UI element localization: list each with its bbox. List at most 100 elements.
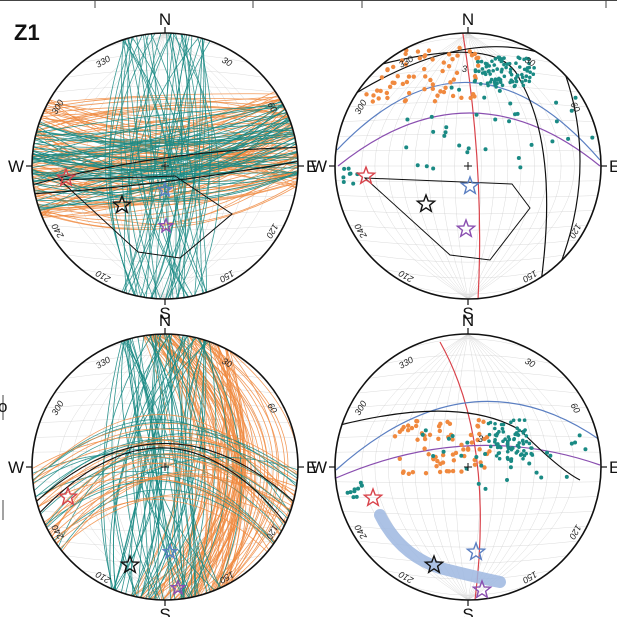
teal-pole [457,143,462,148]
orange-pole [459,95,464,100]
blue-great-circle [336,81,601,161]
teal-great-circle [169,334,185,599]
grid-parallel [348,101,588,108]
teal-pole [494,454,499,458]
teal-pole [512,436,517,441]
teal-great-circle [165,38,207,299]
teal-great-circle [132,334,162,600]
orange-great-circle [174,334,221,600]
orange-pole [404,79,410,85]
teal-pole [522,418,527,423]
teal-pole [486,83,490,88]
teal-pole [476,481,481,486]
teal-pole [508,67,513,72]
teal-great-circle [145,334,181,599]
teal-pole [569,441,574,446]
teal-pole [420,432,425,437]
orange-pole [447,421,453,427]
orange-pole [403,51,408,57]
orange-pole [401,469,406,474]
teal-pole [483,61,488,66]
teal-pole [499,59,504,64]
lower-great-circle [32,421,297,487]
orange-pole [390,64,396,70]
orange-pole [438,461,443,466]
teal-pole [499,57,504,61]
orange-great-circle [162,341,230,600]
orange-pole [423,470,429,476]
teal-great-circle [145,33,194,297]
orange-pole [446,469,452,474]
grid-parallel [407,338,529,349]
orange-pole [421,66,427,72]
azimuth-label: 210 [397,569,416,586]
purple-star [455,217,477,238]
orange-great-circle [33,123,292,150]
black-star [119,553,141,574]
orange-pole [450,93,456,99]
east-label: E [609,157,617,176]
grid-parallel [342,210,594,215]
teal-pole [583,447,588,452]
lower-great-circle [58,433,298,547]
teal-pole [554,119,559,124]
grid-parallel [348,224,588,231]
teal-pole [519,452,524,456]
orange-great-circle [33,183,298,225]
north-label: N [462,311,474,330]
teal-pole [527,461,532,466]
teal-pole [516,55,521,60]
grid-parallel [342,418,594,423]
teal-pole [520,80,524,84]
teal-pole [525,66,530,70]
azimuth-label: 210 [94,268,113,285]
azimuth-label: 30 [523,55,537,69]
teal-pole [489,77,494,82]
orange-pole [411,74,416,79]
teal-great-circle [152,335,188,599]
teal-pole [509,72,514,77]
teal-pole [522,449,526,453]
orange-pole [426,452,431,457]
orange-pole [443,85,448,90]
teal-pole [442,133,447,138]
teal-pole [531,72,536,77]
teal-great-circle [167,35,190,299]
teal-pole [351,181,356,186]
lower-great-circle [46,471,275,544]
teal-pole [495,445,500,450]
teal-pole [514,61,518,66]
teal-pole [490,59,494,64]
black-star [111,193,133,214]
grid-parallel [104,585,226,596]
orange-great-circle [38,165,298,226]
azimuth-label: 210 [397,268,416,285]
teal-great-circle [109,36,146,298]
teal-pole [500,426,505,431]
orange-pole [450,57,455,62]
blue-star [465,540,487,561]
north-label: N [159,311,171,330]
orange-pole [374,88,380,93]
grid-parallel [407,585,529,596]
teal-pole [515,432,520,437]
orange-pole [454,70,460,76]
teal-pole [341,175,346,180]
teal-pole [487,432,492,437]
teal-great-circle [127,339,222,588]
teal-pole [495,431,500,436]
orange-pole [422,436,428,442]
teal-great-circle [136,33,190,298]
purple-star [157,216,175,234]
red-star [355,164,377,185]
orange-pole [423,74,428,79]
grid-parallel [368,555,568,564]
teal-pole [356,486,361,491]
teal-pole [517,418,522,422]
orange-pole [385,95,390,101]
grid-parallel [338,195,598,199]
teal-great-circle [36,105,284,134]
teal-great-circle [120,37,142,297]
east-label: E [609,458,617,477]
